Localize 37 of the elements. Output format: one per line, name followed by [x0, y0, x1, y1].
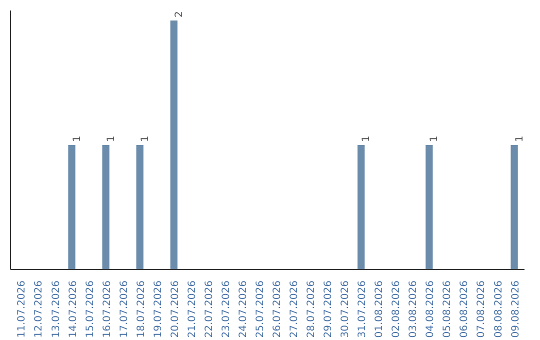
x-tick-label: 12.07.2026 — [34, 280, 45, 338]
x-tick-label: 07.08.2026 — [476, 280, 488, 338]
data-label: 1 — [514, 136, 526, 142]
data-label: 1 — [361, 136, 372, 142]
x-tick-label: 15.07.2026 — [84, 280, 96, 338]
x-tick-label: 16.07.2026 — [102, 280, 113, 338]
x-tick-label: 28.07.2026 — [306, 280, 318, 338]
x-tick-label: 31.07.2026 — [357, 280, 368, 338]
x-tick-label: 30.07.2026 — [340, 280, 352, 338]
x-tick-label: 23.07.2026 — [220, 280, 232, 338]
x-tick-label: 22.07.2026 — [204, 280, 215, 338]
x-tick-label: 13.07.2026 — [50, 280, 62, 338]
x-tick-label: 08.08.2026 — [493, 280, 504, 338]
x-tick-label: 25.07.2026 — [254, 280, 266, 338]
x-tick-label: 27.07.2026 — [289, 280, 300, 338]
data-label: 1 — [72, 136, 83, 142]
x-tick-label: 02.08.2026 — [391, 280, 402, 338]
x-tick-label: 17.07.2026 — [118, 280, 130, 338]
x-tick-label: 06.08.2026 — [459, 280, 470, 338]
data-label: 1 — [106, 136, 117, 142]
x-tick-label: 29.07.2026 — [323, 280, 334, 338]
x-tick-label: 19.07.2026 — [152, 280, 164, 338]
x-tick-label: 14.07.2026 — [68, 280, 79, 338]
x-tick-label: 03.08.2026 — [408, 280, 420, 338]
x-tick-label: 18.07.2026 — [136, 280, 147, 338]
x-tick-label: 01.08.2026 — [374, 280, 386, 338]
x-tick-label: 04.08.2026 — [425, 280, 436, 338]
data-label: 1 — [429, 136, 440, 142]
data-label: 1 — [140, 136, 151, 142]
x-tick-label: 21.07.2026 — [186, 280, 198, 338]
x-tick-label: 05.08.2026 — [442, 280, 454, 338]
x-tick-label: 24.07.2026 — [238, 280, 249, 338]
x-tick-label: 11.07.2026 — [16, 280, 28, 338]
x-tick-label: 20.07.2026 — [170, 280, 181, 338]
x-tick-label: 09.08.2026 — [510, 280, 522, 338]
data-label: 2 — [174, 11, 185, 18]
x-tick-label: 26.07.2026 — [272, 280, 284, 338]
